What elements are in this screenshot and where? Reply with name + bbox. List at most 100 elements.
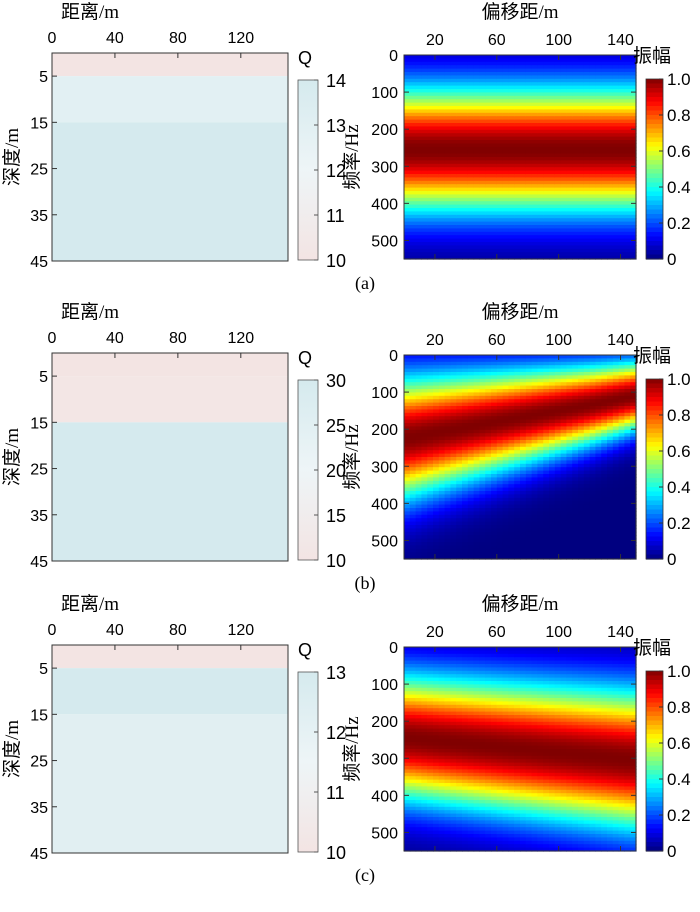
spectrum-cell — [409, 436, 417, 441]
spectrum-cell — [485, 140, 492, 144]
spectrum-cell — [479, 231, 486, 236]
spectrum-cell — [462, 395, 469, 400]
spectrum-cell — [433, 221, 440, 226]
spectrum-cell — [409, 184, 417, 189]
spectrum-cell — [433, 194, 440, 199]
spectrum-cell — [444, 143, 451, 148]
spectrum-cell — [543, 109, 550, 114]
spectrum-cell — [525, 180, 533, 185]
spectrum-cell — [467, 446, 475, 451]
spectrum-cell — [473, 501, 480, 506]
spectrum-cell — [450, 467, 457, 472]
spectrum-cell — [502, 231, 509, 236]
spectrum-cell — [491, 552, 498, 557]
spectrum-cell — [630, 153, 637, 158]
q-colorbar-tick-label: 12 — [326, 161, 346, 181]
spectrum-cell — [421, 545, 428, 550]
spectrum-cell — [479, 504, 486, 509]
spectrum-cell — [589, 460, 596, 465]
spectrum-cell — [456, 109, 463, 114]
spectrum-cell — [554, 174, 562, 178]
spectrum-cell — [537, 538, 544, 543]
spectrum-cell — [543, 535, 550, 540]
spectrum-cell — [444, 201, 451, 206]
spectrum-cell — [583, 487, 591, 492]
spectrum-cell — [438, 497, 446, 502]
spectrum-cell — [421, 491, 428, 495]
spectrum-cell — [462, 126, 469, 131]
spectrum-cell — [415, 75, 422, 80]
spectrum-cell — [595, 95, 602, 100]
spectrum-cell — [433, 508, 440, 512]
spectrum-cell — [525, 167, 533, 172]
spectrum-cell — [624, 153, 631, 158]
spectrum-cell — [462, 358, 469, 363]
spectrum-cell — [560, 133, 567, 138]
y-tick-label: 45 — [30, 254, 48, 271]
spectrum-cell — [612, 184, 620, 189]
spectrum-cell — [612, 245, 620, 250]
spectrum-cell — [485, 153, 492, 158]
spectrum-cell — [467, 440, 475, 444]
spectrum-cell — [409, 429, 417, 434]
spectrum-cell — [537, 443, 544, 448]
spectrum-cell — [531, 477, 538, 482]
spectrum-cell — [560, 382, 567, 387]
spectrum-cell — [607, 116, 614, 121]
spectrum-cell — [415, 136, 422, 141]
spectrum-cell — [560, 238, 567, 243]
spectrum-cell — [618, 419, 625, 424]
spectrum-cell — [508, 252, 515, 257]
spectrum-cell — [467, 521, 475, 526]
spectrum-cell — [572, 555, 579, 560]
spectrum-cell — [589, 409, 596, 414]
spectrum-cell — [485, 433, 492, 438]
spectrum-cell — [595, 423, 602, 427]
y-tick-label: 200 — [371, 122, 398, 139]
spectrum-cell — [566, 194, 573, 199]
spectrum-cell — [583, 177, 591, 182]
spectrum-cell — [525, 450, 533, 455]
spectrum-cell — [554, 140, 562, 144]
spectrum-cell — [479, 119, 486, 124]
spectrum-cell — [496, 177, 504, 182]
spectrum-cell — [438, 255, 446, 260]
spectrum-cell — [595, 235, 602, 240]
spectrum-cell — [578, 511, 585, 516]
spectrum-cell — [549, 372, 556, 376]
spectrum-cell — [583, 470, 591, 475]
spectrum-cell — [450, 126, 457, 131]
spectrum-cell — [583, 123, 591, 127]
spectrum-cell — [630, 508, 637, 512]
spectrum-cell — [612, 160, 620, 165]
spectrum-cell — [525, 385, 533, 390]
spectrum-cell — [520, 204, 527, 209]
spectrum-cell — [421, 531, 428, 536]
spectrum-cell — [531, 99, 538, 104]
spectrum-cell — [450, 361, 457, 366]
spectrum-cell — [531, 157, 538, 161]
spectrum-cell — [491, 474, 498, 478]
spectrum-cell — [554, 157, 562, 161]
spectrum-cell — [630, 109, 637, 114]
spectrum-cell — [450, 402, 457, 407]
spectrum-cell — [531, 136, 538, 141]
spectrum-cell — [456, 538, 463, 543]
spectrum-cell — [467, 187, 475, 192]
spectrum-cell — [595, 160, 602, 165]
spectrum-cell — [421, 535, 428, 540]
spectrum-cell — [508, 140, 515, 144]
spectrum-cell — [514, 548, 521, 553]
spectrum-cell — [612, 221, 620, 226]
spectrum-cell — [438, 361, 446, 366]
spectrum-cell — [583, 58, 591, 63]
spectrum-cell — [531, 358, 538, 363]
spectrum-cell — [583, 129, 591, 134]
spectrum-cell — [583, 163, 591, 168]
spectrum-cell — [433, 174, 440, 178]
spectrum-cell — [427, 106, 434, 110]
spectrum-cell — [421, 463, 428, 468]
spectrum-cell — [612, 208, 620, 212]
spectrum-cell — [433, 150, 440, 155]
spectrum-cell — [543, 514, 550, 519]
